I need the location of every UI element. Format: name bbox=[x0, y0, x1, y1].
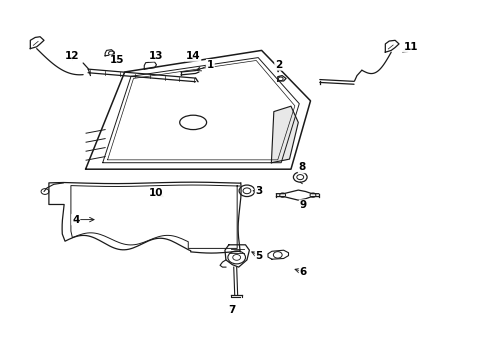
Text: 8: 8 bbox=[298, 162, 305, 172]
Text: 11: 11 bbox=[403, 42, 417, 52]
Text: 14: 14 bbox=[185, 51, 200, 61]
Text: 5: 5 bbox=[255, 251, 262, 261]
Text: 15: 15 bbox=[110, 55, 124, 66]
Text: 10: 10 bbox=[149, 188, 163, 198]
Text: 12: 12 bbox=[65, 51, 80, 61]
Text: 4: 4 bbox=[72, 215, 80, 225]
Text: 9: 9 bbox=[299, 200, 306, 210]
Text: 6: 6 bbox=[299, 267, 306, 277]
Text: 3: 3 bbox=[255, 186, 262, 196]
Polygon shape bbox=[271, 106, 298, 163]
Text: 2: 2 bbox=[275, 60, 282, 70]
Text: 13: 13 bbox=[149, 51, 163, 61]
Text: 1: 1 bbox=[206, 60, 213, 70]
Text: 7: 7 bbox=[228, 305, 236, 315]
